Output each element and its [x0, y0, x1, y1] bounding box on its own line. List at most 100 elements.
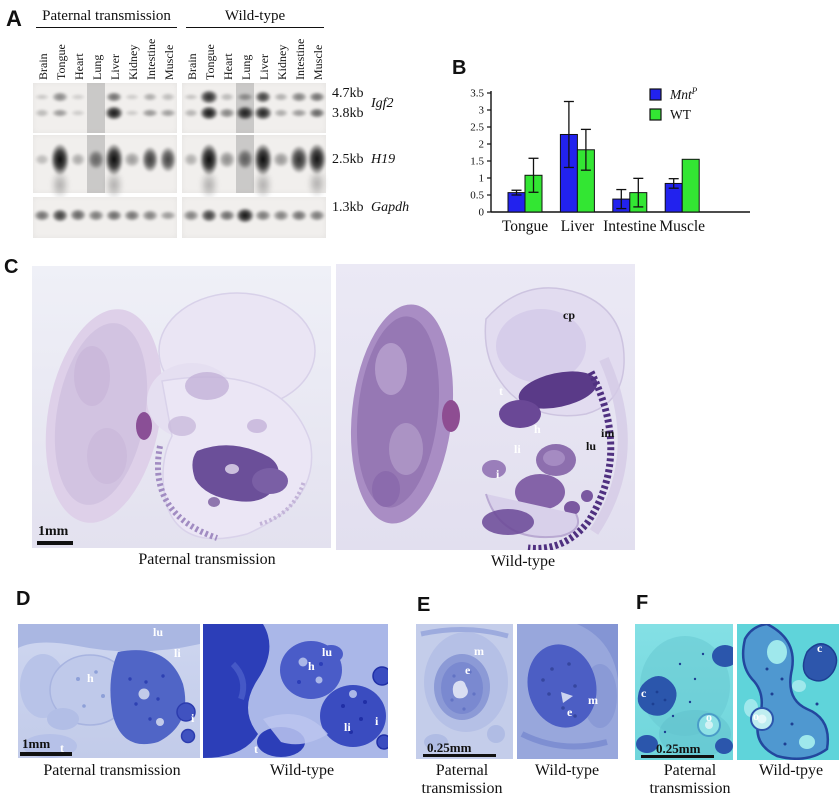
panel-e-label: E	[417, 594, 431, 616]
gene-h19: H19	[371, 152, 396, 167]
blot-band	[105, 143, 123, 175]
blot-band	[219, 93, 235, 101]
caption-f-paternal-2: transmission	[649, 780, 731, 797]
blot-band	[200, 208, 218, 223]
scale-text-f: 0.25mm	[656, 741, 701, 756]
blot-band	[308, 107, 326, 119]
blot-band	[124, 109, 140, 117]
histology-image-c-paternal	[32, 266, 331, 548]
svg-text:Tongue: Tongue	[502, 218, 548, 235]
blot-band	[273, 210, 289, 221]
caption-d-paternal: Paternal transmission	[43, 762, 181, 779]
blot-band	[106, 91, 122, 103]
svg-text:MntP: MntP	[669, 86, 698, 102]
organ-label-e: e	[465, 663, 471, 677]
svg-text:0.5: 0.5	[470, 190, 484, 202]
tissue-label-tongue: Tongue	[203, 44, 217, 80]
histology-image-d-wildtype	[203, 624, 388, 758]
blot-strip-row1-pat	[33, 135, 177, 200]
blot-band	[291, 108, 307, 118]
eye-section-paternal	[416, 624, 513, 759]
blot-band	[254, 171, 272, 200]
lung-lane-shadow	[87, 83, 105, 133]
tissue-label-kidney: Kidney	[126, 44, 140, 80]
blot-band	[88, 209, 104, 221]
caption-d-wildtype: Wild-type	[269, 762, 335, 779]
blot-band	[52, 108, 68, 118]
bar-chart-svg: 0 0.5 1 1.5 2 2.5 3 3.5 Tongue Liver Intestine Musc…	[470, 86, 750, 235]
blot-band	[273, 151, 289, 167]
caption-e-paternal-1: Paternal	[435, 762, 489, 779]
blot-band	[219, 108, 235, 118]
organ-label-lu: lu	[153, 625, 164, 639]
gene-gapdh: Gapdh	[371, 200, 410, 215]
blot-strip-row2-wt	[182, 197, 326, 238]
blot-band	[236, 106, 254, 120]
blot-band	[51, 208, 69, 223]
blot-band	[254, 143, 272, 175]
organ-label-cp: cp	[563, 308, 575, 322]
scale-text-d: 1mm	[22, 736, 51, 751]
group-header-wildtype: Wild-type	[186, 8, 324, 28]
blot-strip-row2-pat	[33, 197, 177, 238]
blot-band	[70, 109, 86, 117]
caption-c-wildtype: Wild-type	[490, 553, 556, 570]
organ-label-c: c	[817, 641, 823, 655]
histology-image-f-paternal	[635, 624, 733, 760]
organ-label-c: c	[641, 686, 647, 700]
bar-chart: 0 0.5 1 1.5 2 2.5 3 3.5 Tongue Liver Intestine Musc…	[450, 84, 780, 244]
blot-strip-row0-pat	[33, 83, 177, 133]
blot-band	[159, 147, 177, 172]
caption-e-wildtype: Wild-type	[534, 762, 600, 779]
histology-image-c-wildtype	[336, 264, 635, 550]
histology-image-d-paternal	[18, 624, 200, 758]
blot-band	[273, 109, 289, 117]
blot-band	[142, 93, 158, 101]
band-size-2-5kb: 2.5kb	[332, 152, 364, 167]
svg-text:0: 0	[479, 207, 485, 219]
organ-label-t: t	[254, 742, 258, 756]
organ-label-t: t	[60, 741, 64, 755]
blot-band	[142, 108, 158, 118]
blot-band	[200, 90, 218, 104]
organ-label-li: li	[174, 646, 181, 660]
gene-igf2: Igf2	[371, 96, 394, 111]
blot-band	[254, 90, 272, 104]
blot-band	[105, 105, 123, 121]
organ-label-t: t	[499, 384, 503, 398]
histology-image-e-wildtype	[517, 624, 618, 759]
blot-band	[309, 209, 325, 221]
blot-band	[291, 92, 307, 102]
organ-label-h: h	[87, 671, 94, 685]
blot-band	[200, 105, 218, 121]
scale-text-c: 1mm	[38, 524, 69, 539]
blot-band	[51, 143, 69, 175]
scale-bar-d	[20, 752, 72, 756]
section-d-paternal	[18, 624, 200, 758]
blot-band	[255, 209, 271, 221]
blot-band	[308, 144, 326, 175]
panel-d-label: D	[16, 588, 31, 610]
tissue-label-heart: Heart	[72, 53, 86, 80]
blot-band	[105, 209, 123, 222]
blot-band	[290, 146, 308, 173]
blot-band	[88, 149, 104, 169]
blot-strip-row1-wt	[182, 135, 326, 200]
blot-band	[200, 171, 218, 200]
svg-text:3: 3	[479, 105, 485, 117]
svg-text:3.5: 3.5	[470, 88, 484, 100]
blot-band	[124, 152, 140, 167]
organ-label-li: li	[514, 442, 521, 456]
band-size-1-3kb: 1.3kb	[332, 200, 364, 215]
scale-bar-c	[37, 541, 73, 545]
svg-text:Muscle: Muscle	[659, 218, 705, 235]
blot-band	[124, 93, 140, 101]
blot-band	[34, 153, 50, 166]
blot-band	[141, 146, 159, 172]
blot-band	[218, 209, 236, 222]
blot-band	[309, 91, 325, 103]
panel-a-label: A	[6, 6, 22, 31]
tissue-label-liver: Liver	[108, 54, 122, 80]
scale-bar-f	[641, 755, 714, 758]
band-size-4-7kb: 4.7kb	[332, 86, 364, 101]
